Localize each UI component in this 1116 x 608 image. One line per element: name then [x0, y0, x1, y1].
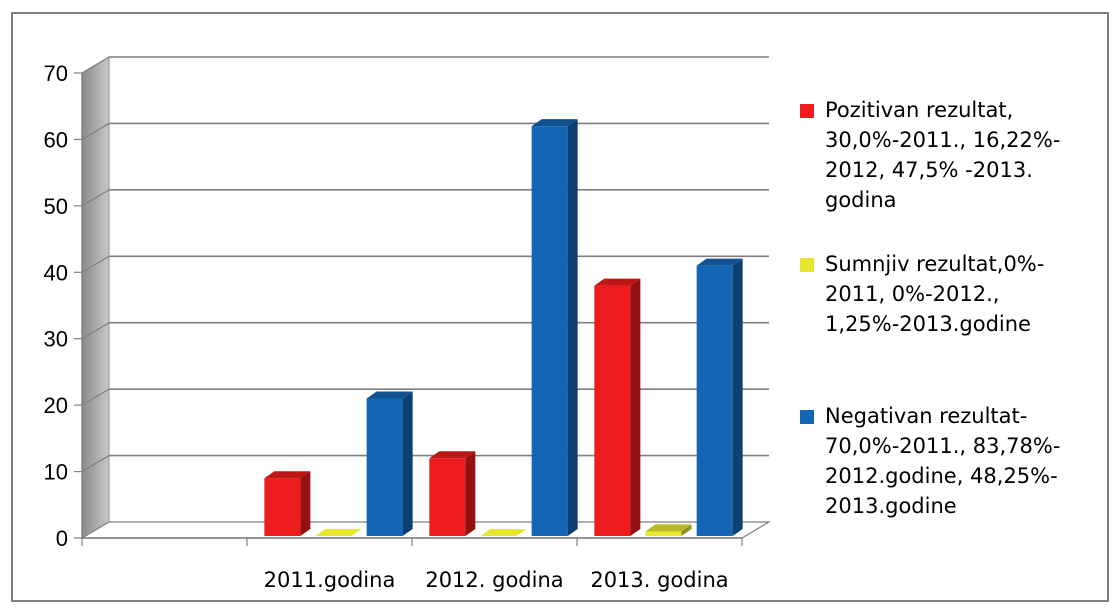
bar	[480, 529, 527, 536]
bar-top	[480, 529, 527, 536]
gridline-side	[81, 122, 110, 140]
bar-front	[645, 531, 682, 536]
bar	[696, 258, 743, 536]
bar-front	[366, 398, 403, 536]
legend-swatch-positive	[800, 104, 814, 118]
bar-front	[696, 265, 733, 536]
chart-walls	[79, 56, 772, 539]
gridline-side	[81, 189, 110, 207]
legend-item-positive: Pozitivan rezultat, 30,0%-2011., 16,22%-…	[800, 95, 1100, 215]
y-tick-label: 50	[44, 194, 68, 219]
legend-label-positive: Pozitivan rezultat, 30,0%-2011., 16,22%-…	[825, 98, 1061, 212]
gridline-side	[81, 255, 110, 273]
bar	[429, 451, 476, 536]
gridline-side	[81, 322, 110, 340]
bar-front	[594, 285, 631, 536]
y-tick-label: 30	[44, 327, 68, 352]
y-tick-label: 10	[44, 460, 68, 485]
y-axis: 0 10 20 30 40 50 60 70	[44, 61, 82, 551]
legend-swatch-suspicious	[800, 258, 814, 272]
legend-swatch-negative	[800, 410, 814, 424]
bar	[594, 278, 641, 536]
gridline-side	[81, 56, 110, 74]
y-tick-label: 60	[44, 127, 68, 152]
x-axis: 2011.godina 2012. godina 2013. godina	[81, 73, 743, 592]
gridline-side	[81, 455, 110, 473]
y-tick-label: 70	[44, 61, 68, 86]
bars	[264, 119, 743, 537]
bar	[264, 471, 311, 536]
legend-label-suspicious: Sumnjiv rezultat,0%- 2011, 0%-2012., 1,2…	[825, 252, 1045, 336]
x-tick-label: 2012. godina	[425, 568, 563, 592]
legend-item-negative: Negativan rezultat- 70,0%-2011., 83,78%-…	[800, 401, 1100, 521]
bar-front	[429, 458, 466, 536]
gridlines	[81, 56, 769, 473]
y-tick-label: 40	[44, 260, 68, 285]
bar-top	[531, 119, 578, 127]
bar	[366, 391, 413, 536]
bar-top	[366, 391, 413, 399]
x-tick-label: 2011.godina	[264, 568, 396, 592]
bar-top	[315, 529, 362, 536]
bar-side	[465, 451, 476, 536]
bar-front	[264, 478, 301, 536]
bar-top	[594, 278, 641, 286]
bar-side	[402, 391, 413, 536]
bar-side	[681, 524, 692, 536]
bar-side	[630, 278, 641, 536]
bar-top	[645, 524, 692, 532]
bar-side	[300, 471, 311, 536]
y-tick-label: 0	[56, 526, 68, 551]
bar-top	[429, 451, 476, 459]
bar	[315, 529, 362, 536]
side-wall	[81, 56, 110, 539]
legend-label-negative: Negativan rezultat- 70,0%-2011., 83,78%-…	[825, 404, 1061, 518]
bar-side	[567, 119, 578, 537]
bar-top	[696, 258, 743, 266]
legend-item-suspicious: Sumnjiv rezultat,0%- 2011, 0%-2012., 1,2…	[800, 249, 1100, 339]
x-tick-label: 2013. godina	[590, 568, 728, 592]
y-tick-label: 20	[44, 393, 68, 418]
bar	[531, 119, 578, 537]
gridline-side	[81, 388, 110, 406]
bar-side	[732, 258, 743, 536]
bar	[645, 524, 692, 536]
bar-front	[531, 126, 568, 537]
bar-top	[264, 471, 311, 479]
